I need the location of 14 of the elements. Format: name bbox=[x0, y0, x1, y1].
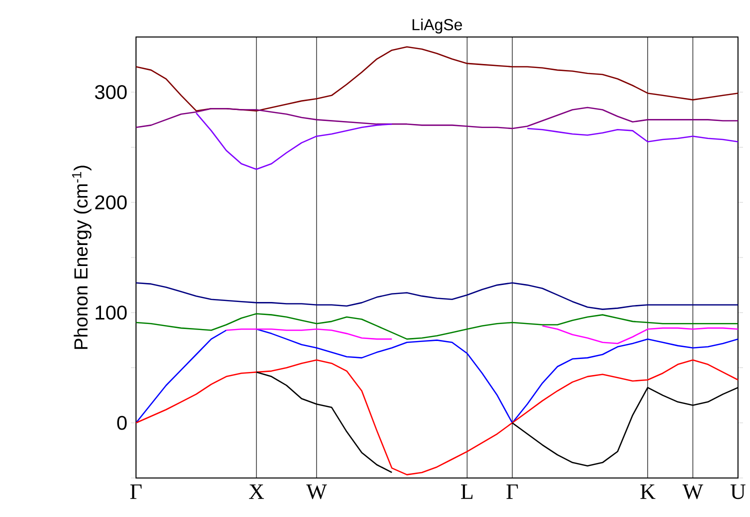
y-tick-label: 100 bbox=[96, 306, 127, 320]
x-tick-label: Γ bbox=[130, 484, 142, 499]
x-tick-label: L bbox=[461, 484, 472, 499]
chart-title: LiAgSe bbox=[412, 18, 462, 34]
x-tick-label: X bbox=[248, 484, 264, 499]
x-tick-label: W bbox=[306, 484, 327, 500]
x-tick-label: K bbox=[640, 484, 656, 499]
y-tick-label: 200 bbox=[95, 195, 127, 210]
y-axis-title: Phonon Energy (cm$^{-1}$) bbox=[72, 166, 92, 349]
y-tick-label: 300 bbox=[95, 85, 127, 100]
x-tick-label: W bbox=[682, 484, 704, 500]
y-tick-label: 0 bbox=[117, 416, 127, 430]
x-tick-label: Γ bbox=[506, 484, 518, 499]
x-tick-label: U bbox=[730, 484, 746, 500]
